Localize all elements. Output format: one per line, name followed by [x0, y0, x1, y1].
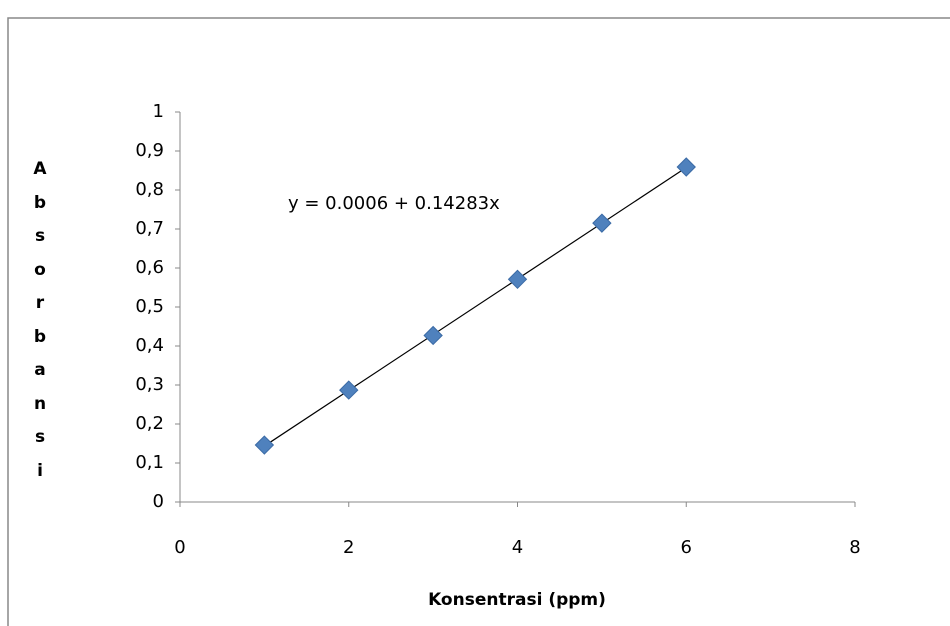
data-point	[592, 213, 612, 233]
trendline-equation: y = 0.0006 + 0.14283x	[288, 193, 500, 214]
y-tick-label: 0,2	[135, 413, 164, 434]
y-tick-label: 0	[153, 491, 164, 512]
y-tick-label: 0,1	[135, 452, 164, 473]
y-tick-label: 1	[153, 101, 164, 122]
data-point	[423, 325, 443, 346]
x-tick-label: 6	[681, 537, 692, 558]
x-tick-label: 2	[343, 537, 354, 558]
y-tick-label: 0,7	[135, 218, 164, 239]
y-tick-label: 0,9	[135, 140, 164, 161]
y-axis-label: Absorbansi	[33, 159, 47, 481]
x-tick-label: 0	[174, 537, 185, 558]
y-tick-label: 0,3	[135, 374, 164, 395]
data-point	[339, 380, 359, 400]
trendline	[264, 167, 687, 447]
data-point	[254, 435, 275, 455]
y-tick-label: 0,4	[135, 335, 164, 356]
y-tick-label: 0,5	[135, 296, 164, 317]
data-point	[507, 269, 528, 290]
y-tick-label: 0,6	[135, 257, 164, 278]
y-tick-label: 0,8	[135, 179, 164, 200]
x-tick-label: 8	[849, 537, 860, 558]
x-axis-label: Konsentrasi (ppm)	[428, 590, 606, 610]
data-point	[676, 157, 696, 177]
chart-frame	[7, 17, 950, 626]
x-tick-label: 4	[512, 537, 523, 558]
